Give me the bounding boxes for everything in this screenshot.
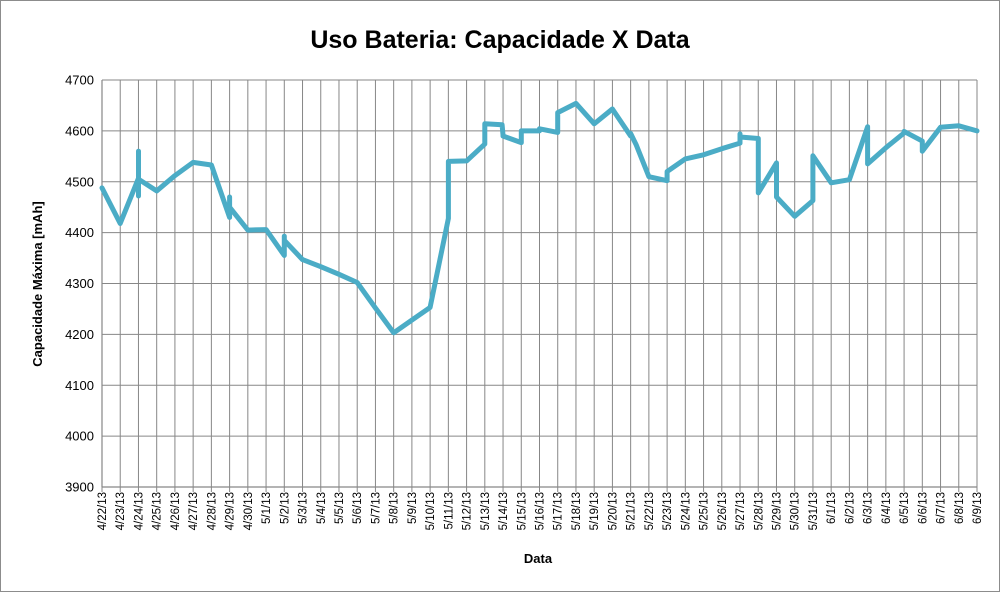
- x-tick-label: 6/5/13: [899, 492, 911, 524]
- x-tick-label: 4/29/13: [225, 492, 237, 530]
- y-tick-label: 4300: [65, 276, 94, 291]
- x-tick-label: 5/14/13: [498, 492, 510, 530]
- x-tick-label: 5/16/13: [535, 492, 547, 530]
- y-tick-labels: 3900 4000 4100 4200 4300 4400 4500 4600 4700: [65, 73, 94, 495]
- x-tick-label: 5/8/13: [389, 492, 401, 524]
- x-tick-label: 5/27/13: [735, 492, 747, 530]
- x-tick-label: 5/26/13: [717, 492, 729, 530]
- y-tick-label: 4200: [65, 327, 94, 342]
- y-tick-label: 3900: [65, 480, 94, 495]
- x-tick-label: 4/28/13: [206, 492, 218, 530]
- y-tick-label: 4700: [65, 73, 94, 88]
- x-axis-label: Data: [524, 551, 553, 566]
- chart-title: Uso Bateria: Capacidade X Data: [310, 26, 690, 54]
- y-tick-label: 4000: [65, 429, 94, 444]
- x-tick-label: 5/6/13: [352, 492, 364, 524]
- x-tick-label: 6/1/13: [826, 492, 838, 524]
- y-tick-label: 4600: [65, 123, 94, 138]
- x-tick-label: 5/11/13: [443, 492, 455, 530]
- x-tick-label: 4/30/13: [243, 492, 255, 530]
- x-tick-label: 5/30/13: [790, 492, 802, 530]
- x-tick-label: 5/20/13: [607, 492, 619, 530]
- series-layer: [99, 100, 980, 336]
- y-tick-label: 4500: [65, 174, 94, 189]
- x-tick-label: 6/4/13: [881, 492, 893, 524]
- x-tick-label: 4/27/13: [188, 492, 200, 530]
- x-tick-label: 5/25/13: [699, 492, 711, 530]
- x-tick-label: 6/8/13: [954, 492, 966, 524]
- x-tick-label: 4/23/13: [115, 492, 127, 530]
- x-tick-label: 5/19/13: [589, 492, 601, 530]
- x-tick-label: 5/21/13: [626, 492, 638, 530]
- x-tick-label: 5/22/13: [644, 492, 656, 530]
- x-tick-label: 4/26/13: [170, 492, 182, 530]
- x-tick-label: 6/2/13: [844, 492, 856, 524]
- x-tick-label: 6/3/13: [863, 492, 875, 524]
- x-tick-label: 5/29/13: [771, 492, 783, 530]
- x-tick-label: 5/10/13: [425, 492, 437, 530]
- x-tick-label: 6/6/13: [917, 492, 929, 524]
- x-tick-label: 5/5/13: [334, 492, 346, 524]
- x-tick-label: 6/9/13: [972, 492, 984, 524]
- x-tick-label: 5/9/13: [407, 492, 419, 524]
- x-tick-label: 5/24/13: [680, 492, 692, 530]
- x-tick-label: 5/2/13: [279, 492, 291, 524]
- x-tick-label: 5/31/13: [808, 492, 820, 530]
- x-tick-label: 5/4/13: [316, 492, 328, 524]
- y-tick-label: 4400: [65, 225, 94, 240]
- x-tick-label: 5/23/13: [662, 492, 674, 530]
- x-tick-label: 5/13/13: [480, 492, 492, 530]
- x-tick-label: 4/22/13: [97, 492, 109, 530]
- gridlines: [101, 79, 978, 492]
- y-tick-label: 4100: [65, 378, 94, 393]
- x-tick-label: 5/3/13: [298, 492, 310, 524]
- x-tick-label: 5/17/13: [553, 492, 565, 530]
- x-tick-label: 5/1/13: [261, 492, 273, 524]
- x-tick-label: 5/7/13: [370, 492, 382, 524]
- x-tick-label: 5/15/13: [516, 492, 528, 530]
- x-tick-label: 4/24/13: [133, 492, 145, 530]
- x-tick-label: 5/12/13: [462, 492, 474, 530]
- x-tick-label: 4/25/13: [152, 492, 164, 530]
- series-line: [99, 100, 980, 336]
- x-tick-label: 5/28/13: [753, 492, 765, 530]
- x-tick-labels: 4/22/13 4/23/13 4/24/13 4/25/13 4/26/13 4/27/…: [97, 492, 984, 530]
- y-axis-label: Capacidade Máxima [mAh]: [30, 201, 45, 366]
- x-tick-label: 5/18/13: [571, 492, 583, 530]
- x-tick-label: 6/7/13: [936, 492, 948, 524]
